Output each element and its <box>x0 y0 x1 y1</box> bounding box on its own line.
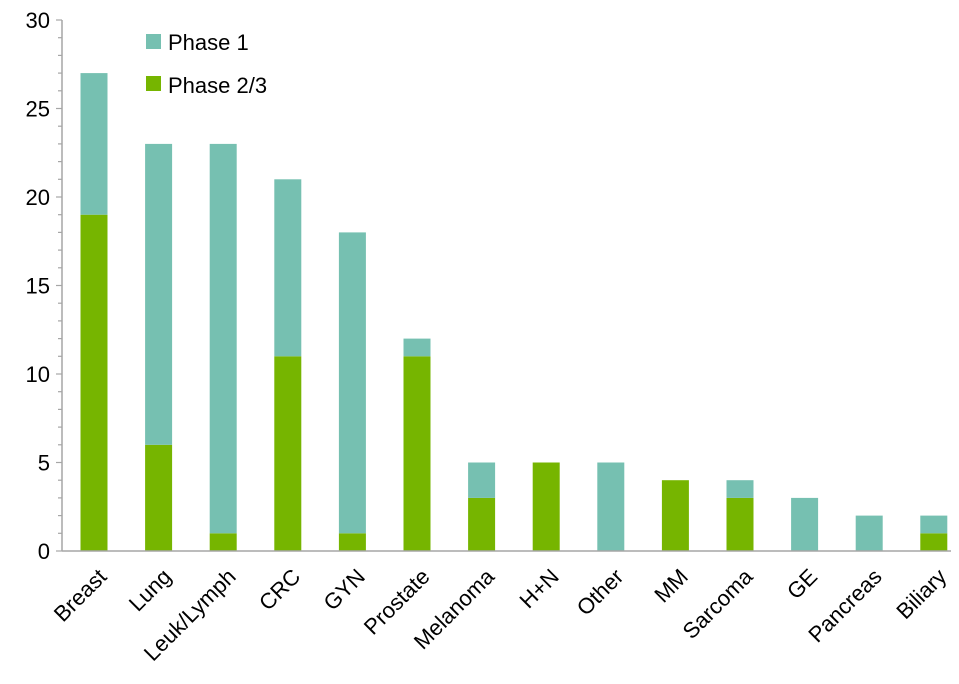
legend-swatch-phase-1 <box>146 34 161 49</box>
bar-mm-phase-2-3 <box>661 480 689 551</box>
x-tick-label-other: Other <box>572 564 629 621</box>
bar-breast-phase-2-3 <box>80 214 108 551</box>
bar-sarcoma-phase-2-3 <box>726 497 754 551</box>
bar-gyn-phase-2-3 <box>338 533 366 551</box>
x-tick-label-gyn: GYN <box>319 564 370 615</box>
y-tick-label-10: 10 <box>26 362 50 387</box>
legend-swatch-phase-2-3 <box>146 76 161 91</box>
bar-biliary-phase-1 <box>920 515 948 534</box>
bar-gyn-phase-1 <box>338 232 366 534</box>
bar-melanoma-phase-2-3 <box>468 497 496 551</box>
bar-lung-phase-1 <box>145 143 173 445</box>
x-tick-label-h-n: H+N <box>515 564 564 613</box>
legend-label-phase-2-3: Phase 2/3 <box>168 73 267 98</box>
bar-prostate-phase-1 <box>403 338 431 357</box>
legend-label-phase-1: Phase 1 <box>168 30 249 55</box>
bar-prostate-phase-2-3 <box>403 356 431 551</box>
y-tick-label-0: 0 <box>38 539 50 564</box>
bar-sarcoma-phase-1 <box>726 480 754 498</box>
bar-biliary-phase-2-3 <box>920 533 948 551</box>
y-axis: 0 5 10 15 20 25 30 <box>26 8 63 564</box>
bar-leuk-lymph-phase-2-3 <box>209 533 237 551</box>
y-tick-label-20: 20 <box>26 185 50 210</box>
bar-other-phase-1 <box>597 462 625 551</box>
bar-h-n-phase-2-3 <box>532 462 560 551</box>
bar-pancreas-phase-1 <box>855 515 883 551</box>
bar-crc-phase-1 <box>274 179 302 357</box>
y-tick-label-30: 30 <box>26 8 50 33</box>
legend: Phase 1 Phase 2/3 <box>146 30 267 98</box>
bars-group <box>80 73 948 551</box>
y-tick-label-25: 25 <box>26 97 50 122</box>
bar-breast-phase-1 <box>80 73 108 215</box>
x-tick-label-biliary: Biliary <box>891 564 951 624</box>
x-tick-label-crc: CRC <box>254 564 305 615</box>
x-tick-label-mm: MM <box>649 564 693 608</box>
bar-melanoma-phase-1 <box>468 462 496 498</box>
y-tick-label-15: 15 <box>26 274 50 299</box>
bar-crc-phase-2-3 <box>274 356 302 551</box>
x-tick-label-breast: Breast <box>49 564 112 627</box>
bar-ge-phase-1 <box>791 497 819 551</box>
x-tick-label-lung: Lung <box>124 564 176 616</box>
bar-lung-phase-2-3 <box>145 444 173 551</box>
bar-leuk-lymph-phase-1 <box>209 143 237 534</box>
x-tick-label-sarcoma: Sarcoma <box>678 563 758 643</box>
x-tick-label-ge: GE <box>782 564 822 604</box>
y-tick-label-5: 5 <box>38 451 50 476</box>
